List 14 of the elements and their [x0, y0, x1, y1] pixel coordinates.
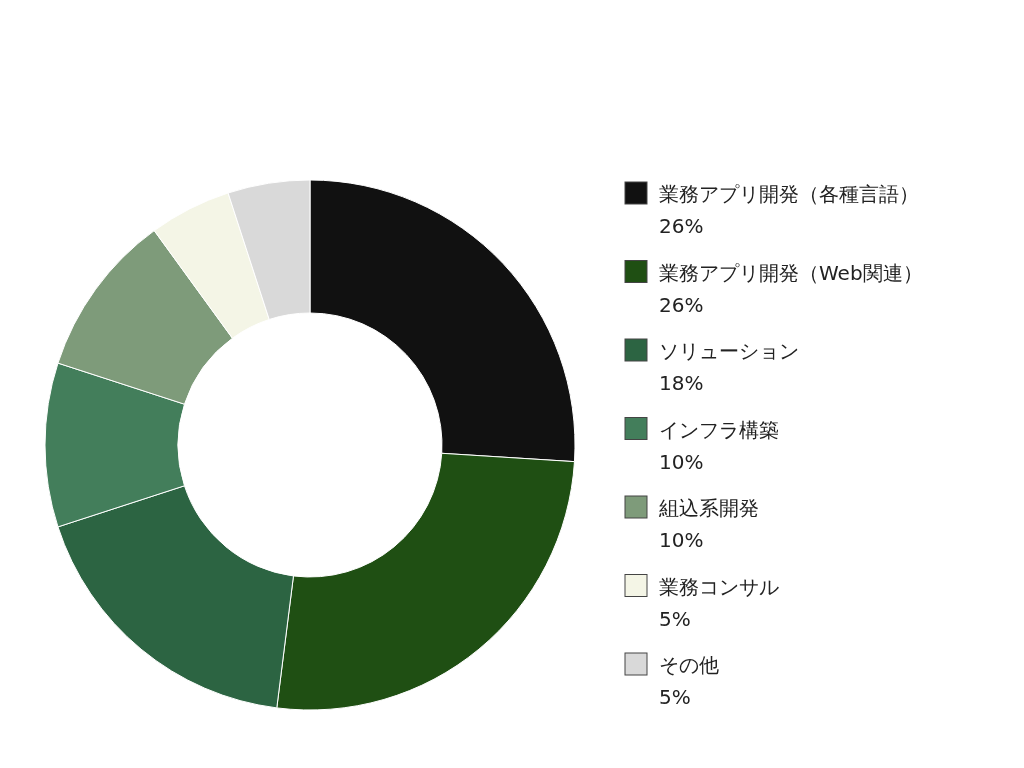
legend-label: 業務アプリ開発（各種言語）: [659, 182, 919, 206]
data-label: 26%: [659, 292, 704, 317]
data-label: 18%: [659, 371, 704, 395]
legend-label: インフラ構築: [659, 417, 779, 442]
legend-label: ソリューション: [659, 339, 799, 363]
legend-label: 組込系開発: [658, 496, 759, 520]
data-label: 10%: [659, 528, 704, 552]
data-label: 26%: [659, 214, 704, 238]
legend-label: その他: [659, 653, 719, 677]
data-label: 5%: [659, 606, 691, 631]
data-label: 10%: [659, 449, 704, 474]
legend-label: 業務コンサル: [659, 574, 779, 599]
data-label: 5%: [659, 685, 691, 709]
legend-label: 業務アプリ開発（Web関連）: [659, 260, 923, 285]
